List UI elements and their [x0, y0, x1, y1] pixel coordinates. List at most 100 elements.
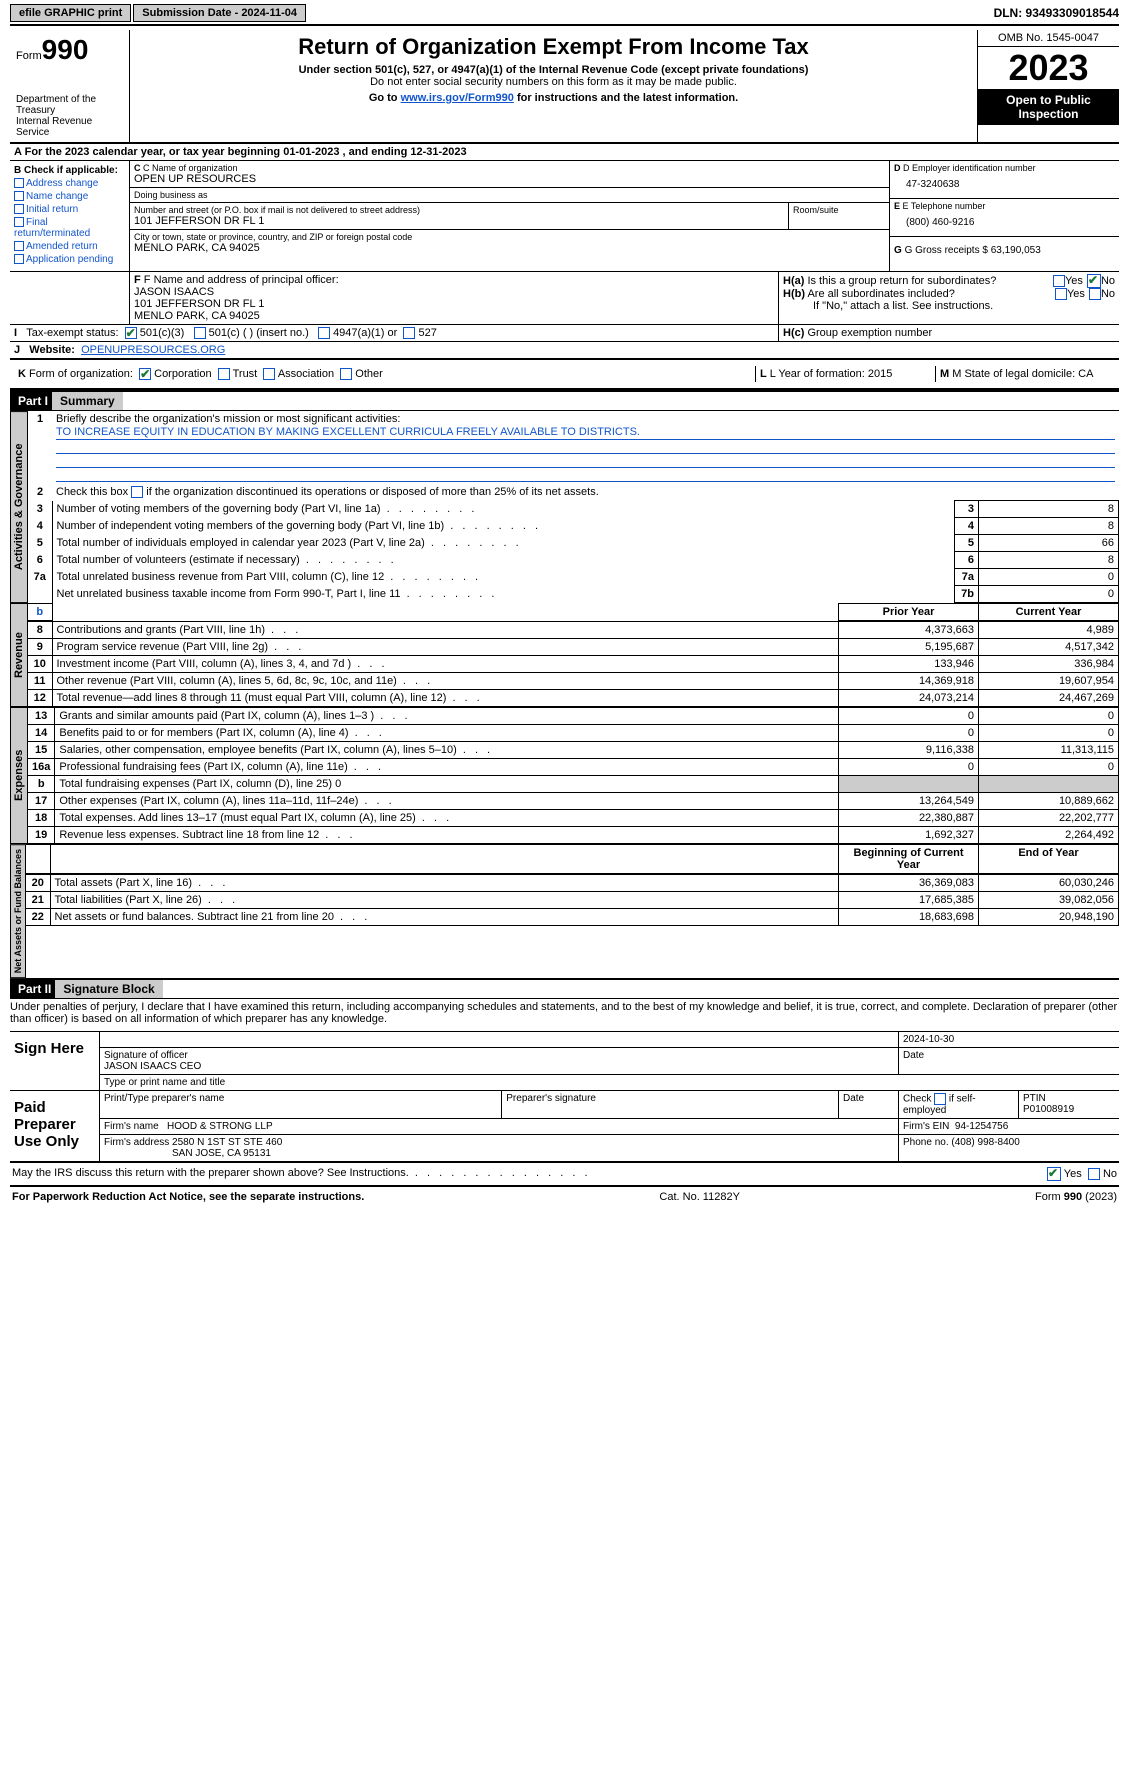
omb-number: OMB No. 1545-0047: [978, 30, 1119, 47]
chk-corp[interactable]: [139, 368, 151, 380]
exp-line-b: Total fundraising expenses (Part IX, col…: [55, 776, 839, 793]
street-label: Number and street (or P.O. box if mail i…: [134, 205, 784, 215]
vtab-governance: Activities & Governance: [10, 411, 28, 603]
chk-501c3[interactable]: [125, 327, 137, 339]
irs-link[interactable]: www.irs.gov/Form990: [401, 92, 514, 104]
h-a-row: H(a) Is this a group return for subordin…: [783, 274, 1115, 288]
paperwork-notice: For Paperwork Reduction Act Notice, see …: [12, 1191, 364, 1203]
chk-other[interactable]: [340, 368, 352, 380]
sig-officer-name: JASON ISAACS CEO: [104, 1061, 894, 1072]
website-link[interactable]: OPENUPRESOURCES.ORG: [81, 344, 225, 356]
chk-address-change[interactable]: Address change: [14, 178, 125, 189]
chk-assoc[interactable]: [263, 368, 275, 380]
exp-py-16a: 0: [839, 759, 979, 776]
box-f-label: F F Name and address of principal office…: [134, 274, 774, 286]
ein-value: 47-3240638: [894, 173, 1115, 196]
rev-py-10: 133,946: [839, 656, 979, 673]
box-d-e-g: D D Employer identification number 47-32…: [889, 161, 1119, 271]
summary-val-6: 8: [979, 552, 1119, 569]
ha-yes[interactable]: [1053, 275, 1065, 287]
form-subtitle: Under section 501(c), 527, or 4947(a)(1)…: [138, 64, 969, 76]
ha-no[interactable]: [1087, 274, 1101, 288]
chk-name-change[interactable]: Name change: [14, 191, 125, 202]
goto-post: for instructions and the latest informat…: [514, 92, 738, 104]
net-py-20: 36,369,083: [839, 875, 979, 892]
officer-addr1: 101 JEFFERSON DR FL 1: [134, 298, 774, 310]
dba-label: Doing business as: [134, 190, 885, 200]
exp-py-19: 1,692,327: [839, 827, 979, 844]
net-line-22: Net assets or fund balances. Subtract li…: [50, 909, 839, 926]
gross-receipts: G G Gross receipts $ 63,190,053: [894, 245, 1115, 256]
hb-yes[interactable]: [1055, 288, 1067, 300]
firm-phone: (408) 998-8400: [951, 1137, 1019, 1148]
city-label: City or town, state or province, country…: [134, 232, 885, 242]
rev-py-8: 4,373,663: [839, 622, 979, 639]
net-py-22: 18,683,698: [839, 909, 979, 926]
chk-self-employed[interactable]: [934, 1093, 946, 1105]
exp-line-13: Grants and similar amounts paid (Part IX…: [55, 708, 839, 725]
discuss-row: May the IRS discuss this return with the…: [10, 1163, 1119, 1187]
submission-date: Submission Date - 2024-11-04: [133, 4, 306, 22]
instructions-line: Go to www.irs.gov/Form990 for instructio…: [138, 92, 969, 104]
state-domicile: M M State of legal domicile: CA: [935, 366, 1115, 382]
rev-line-8: Contributions and grants (Part VIII, lin…: [52, 622, 839, 639]
discuss-yes[interactable]: [1047, 1167, 1061, 1181]
chk-amended-return[interactable]: Amended return: [14, 241, 125, 252]
chk-discontinued[interactable]: [131, 486, 143, 498]
summary-line-7a: Total unrelated business revenue from Pa…: [52, 569, 955, 586]
chk-4947[interactable]: [318, 327, 330, 339]
paid-preparer-label: Paid Preparer Use Only: [10, 1091, 100, 1161]
open-to-public: Open to Public Inspection: [978, 89, 1119, 125]
summary-section: Activities & Governance 1 Briefly descri…: [10, 411, 1119, 603]
exp-py-14: 0: [839, 725, 979, 742]
rev-py-11: 14,369,918: [839, 673, 979, 690]
rev-py-12: 24,073,214: [839, 690, 979, 707]
exp-cy-b: [979, 776, 1119, 793]
rev-section: Revenue b Prior Year Current Year 8 Cont…: [10, 603, 1119, 707]
year-formation: L L Year of formation: 2015: [755, 366, 935, 382]
summary-val-7b: 0: [979, 586, 1119, 603]
type-print-label: Type or print name and title: [100, 1075, 1119, 1090]
firm-name: HOOD & STRONG LLP: [167, 1121, 273, 1132]
ptin-label: PTIN: [1023, 1093, 1115, 1104]
chk-trust[interactable]: [218, 368, 230, 380]
exp-section: Expenses 13 Grants and similar amounts p…: [10, 707, 1119, 844]
hb-no[interactable]: [1089, 288, 1101, 300]
firm-addr1: 2580 N 1ST ST STE 460: [172, 1137, 282, 1148]
street-value: 101 JEFFERSON DR FL 1: [134, 215, 784, 227]
exp-line-17: Other expenses (Part IX, column (A), lin…: [55, 793, 839, 810]
prior-year-hdr: Prior Year: [839, 604, 979, 621]
summary-val-4: 8: [979, 518, 1119, 535]
exp-cy-17: 10,889,662: [979, 793, 1119, 810]
summary-line-5: Total number of individuals employed in …: [52, 535, 955, 552]
ein-label: D D Employer identification number: [894, 163, 1115, 173]
end-year-hdr: End of Year: [979, 845, 1119, 874]
exp-cy-14: 0: [979, 725, 1119, 742]
efile-print-button[interactable]: efile GRAPHIC print: [10, 4, 131, 22]
box-b-label: B Check if applicable:: [14, 165, 125, 176]
chk-final-return[interactable]: Final return/terminated: [14, 217, 125, 239]
exp-cy-15: 11,313,115: [979, 742, 1119, 759]
chk-initial-return[interactable]: Initial return: [14, 204, 125, 215]
goto-text: Go to: [369, 92, 401, 104]
part1-header: Part ISummary: [10, 390, 1119, 411]
discuss-no[interactable]: [1088, 1168, 1100, 1180]
exp-py-17: 13,264,549: [839, 793, 979, 810]
city-value: MENLO PARK, CA 94025: [134, 242, 885, 254]
exp-py-18: 22,380,887: [839, 810, 979, 827]
row-j: J Website: OPENUPRESOURCES.ORG: [10, 342, 1119, 360]
form-number: 990: [42, 34, 89, 65]
chk-application-pending[interactable]: Application pending: [14, 254, 125, 265]
hc-row: H(c) Group exemption number: [779, 325, 1119, 341]
ssn-warning: Do not enter social security numbers on …: [138, 76, 969, 88]
ptin-value: P01008919: [1023, 1104, 1115, 1115]
room-label: Room/suite: [793, 205, 885, 215]
page-footer: For Paperwork Reduction Act Notice, see …: [10, 1187, 1119, 1207]
chk-527[interactable]: [403, 327, 415, 339]
chk-501c[interactable]: [194, 327, 206, 339]
firm-ein: 94-1254756: [955, 1121, 1008, 1132]
exp-cy-13: 0: [979, 708, 1119, 725]
net-line-21: Total liabilities (Part X, line 26): [50, 892, 839, 909]
net-cy-22: 20,948,190: [979, 909, 1119, 926]
sig-date: 2024-10-30: [899, 1032, 1119, 1047]
